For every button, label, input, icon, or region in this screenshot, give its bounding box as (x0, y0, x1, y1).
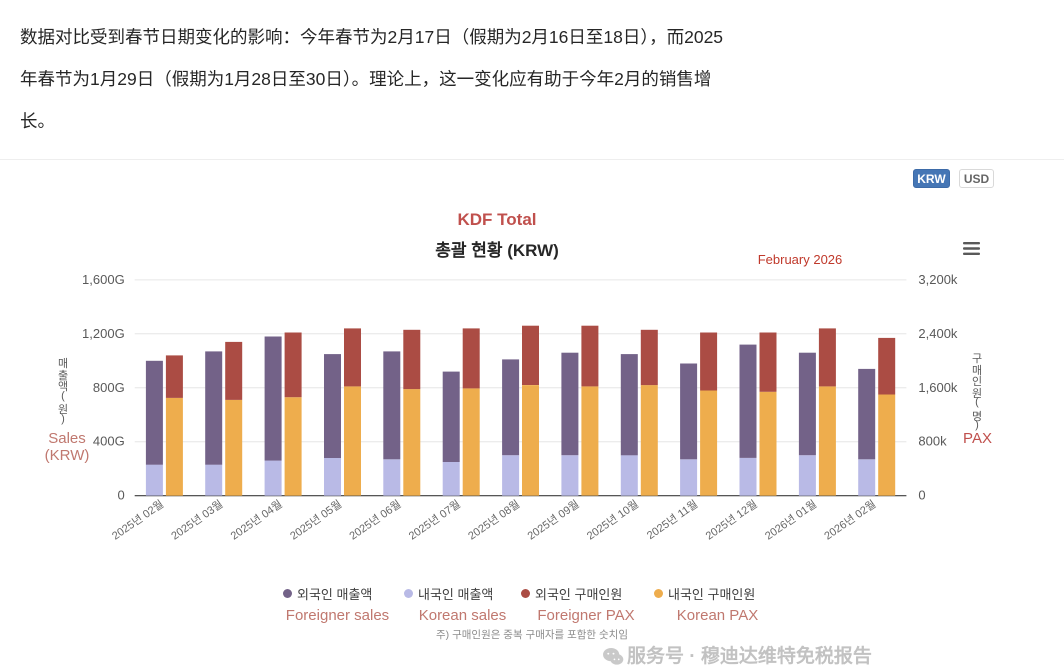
svg-text:2025년 07월: 2025년 07월 (406, 498, 463, 543)
svg-text:2025년 04월: 2025년 04월 (228, 498, 285, 543)
svg-text:2025년 03월: 2025년 03월 (169, 498, 226, 543)
svg-text:1,600G: 1,600G (82, 272, 125, 287)
svg-text:1,600k: 1,600k (918, 380, 958, 395)
svg-text:2025년 06월: 2025년 06월 (347, 498, 404, 543)
svg-text:800G: 800G (93, 380, 125, 395)
svg-text:0: 0 (117, 488, 124, 503)
svg-text:3,200k: 3,200k (918, 272, 958, 287)
svg-text:2025년 10월: 2025년 10월 (584, 498, 641, 543)
svg-text:2025년 09월: 2025년 09월 (525, 498, 582, 543)
svg-text:800k: 800k (918, 434, 947, 449)
svg-text:2026년 02월: 2026년 02월 (822, 498, 879, 543)
svg-text:2025년 05월: 2025년 05월 (288, 498, 345, 543)
svg-text:2,400k: 2,400k (918, 326, 958, 341)
svg-text:2025년 12월: 2025년 12월 (703, 498, 760, 543)
svg-text:1,200G: 1,200G (82, 326, 125, 341)
svg-text:2026년 01월: 2026년 01월 (763, 498, 820, 543)
svg-text:2025년 08월: 2025년 08월 (466, 498, 523, 543)
svg-text:2025년 02월: 2025년 02월 (110, 498, 167, 543)
svg-text:0: 0 (918, 488, 925, 503)
svg-text:2025년 11월: 2025년 11월 (644, 498, 700, 543)
